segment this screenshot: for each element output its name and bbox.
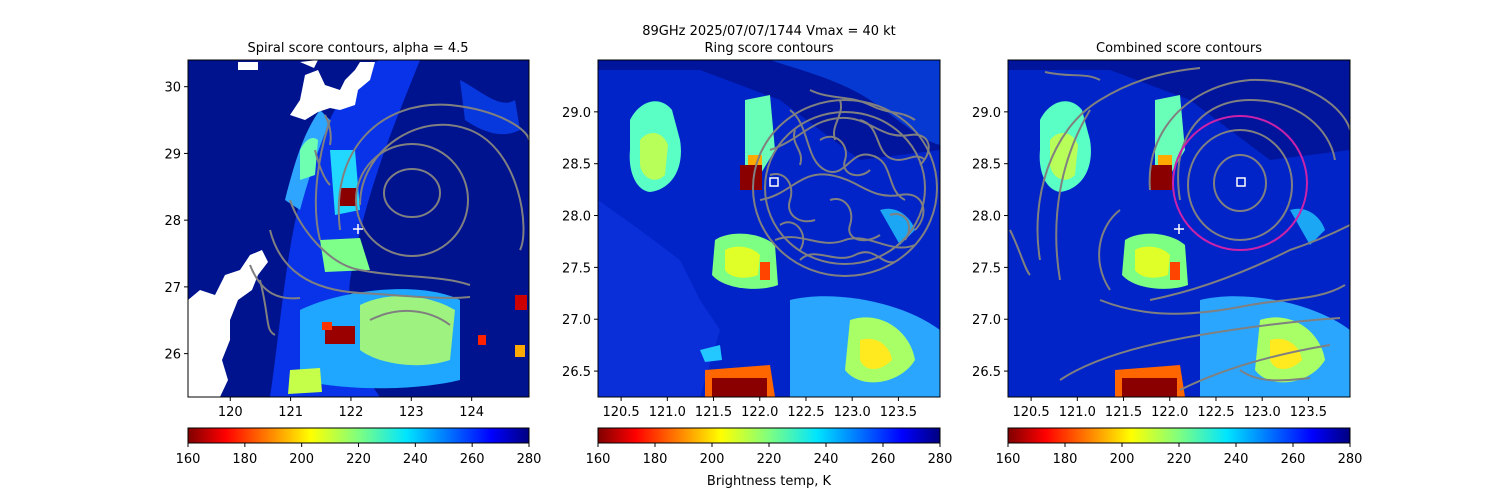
colorbar-tick-label: 240	[1224, 452, 1249, 467]
y-tick-label: 27.5	[562, 261, 591, 276]
y-tick-label: 29.0	[972, 106, 1001, 121]
colorbar-tick-label: 180	[643, 452, 668, 467]
heatmap-ring	[598, 60, 940, 397]
y-tick-label: 26.5	[972, 365, 1001, 380]
y-tick-label: 26.5	[562, 365, 591, 380]
panel-title-combined: Combined score contours	[1096, 41, 1262, 56]
y-tick-label: 27.5	[972, 261, 1001, 276]
heatmap-combined	[1008, 60, 1350, 397]
axes-ring: 120.5 121.0 121.5 122.0 122.5 123.0 123.5 26.5 2…	[562, 106, 917, 420]
colorbar-tick-label: 260	[871, 452, 896, 467]
colorbar-tick-label: 180	[232, 452, 257, 467]
y-tick-label: 28.5	[562, 158, 591, 173]
y-tick-label: 27.0	[562, 313, 591, 328]
colorbar-tick-label: 280	[928, 452, 953, 467]
x-tick-label: 121	[278, 405, 303, 420]
colorbars: 160 180 200 220 240 260 280 160 180 200 220 240 260 2…	[176, 427, 1363, 467]
y-tick-label: 26	[164, 348, 181, 363]
panel-spiral: Spiral score contours, alpha = 4.5	[164, 41, 530, 420]
y-tick-label: 27.0	[972, 313, 1001, 328]
figure-suptitle: 89GHz 2025/07/07/1744 Vmax = 40 kt	[642, 24, 896, 39]
y-tick-label: 27	[164, 281, 181, 296]
colorbar-tick-label: 180	[1053, 452, 1078, 467]
colorbar-tick-label: 280	[1338, 452, 1363, 467]
x-tick-label: 121.0	[649, 405, 686, 420]
panel-combined: Combined score contours	[972, 41, 1351, 420]
colorbar-tick-label: 220	[757, 452, 782, 467]
panel-title-ring: Ring score contours	[704, 41, 833, 56]
x-tick-label: 122.5	[1197, 405, 1234, 420]
colorbar-tick-label: 240	[814, 452, 839, 467]
x-tick-label: 123.0	[834, 405, 871, 420]
colorbar-tick-label: 160	[176, 452, 201, 467]
ring-circle	[1172, 115, 1308, 251]
colorbar-label: Brightness temp, K	[707, 474, 832, 489]
x-tick-label: 120.5	[602, 405, 639, 420]
y-tick-label: 29.0	[562, 106, 591, 121]
y-tick-label: 30	[164, 81, 181, 96]
axes-combined: 120.5 121.0 121.5 122.0 122.5 123.0 123.5 26.5 2…	[972, 106, 1327, 420]
x-tick-label: 120.5	[1012, 405, 1049, 420]
x-tick-label: 122.0	[1151, 405, 1188, 420]
x-tick-label: 120	[218, 405, 243, 420]
colorbar-tick-label: 240	[403, 452, 428, 467]
x-tick-label: 123.5	[1290, 405, 1327, 420]
axes-frame-combined	[1007, 59, 1351, 398]
x-tick-label: 123.5	[880, 405, 917, 420]
colorbar-tick-label: 220	[1167, 452, 1192, 467]
x-tick-label: 121.0	[1059, 405, 1096, 420]
combined-center-square-marker	[1236, 177, 1246, 187]
colorbar-tick-label: 200	[1110, 452, 1135, 467]
colorbar-tick-label: 200	[289, 452, 314, 467]
x-tick-label: 121.5	[1105, 405, 1142, 420]
axes-spiral: 120 121 122 123 124 26 27 28 29 30	[164, 81, 484, 420]
colorbar-tick-label: 260	[1281, 452, 1306, 467]
colorbar-tick-label: 280	[517, 452, 542, 467]
panel-title-spiral: Spiral score contours, alpha = 4.5	[247, 41, 468, 56]
ring-center-square-marker	[769, 177, 779, 187]
y-tick-label: 28	[164, 214, 181, 229]
axes-frame-ring	[597, 59, 941, 398]
axes-frame-spiral	[187, 59, 530, 398]
colorbar-tick-label: 160	[586, 452, 611, 467]
y-tick-label: 29	[164, 147, 181, 162]
colorbar	[597, 427, 941, 444]
storm-center-plus-marker	[353, 224, 363, 234]
x-tick-label: 123	[399, 405, 424, 420]
colorbar-tick-label: 160	[996, 452, 1021, 467]
heatmap-spiral	[188, 60, 529, 397]
colorbar	[187, 427, 530, 444]
colorbar-tick-label: 200	[700, 452, 725, 467]
colorbar	[1007, 427, 1351, 444]
x-tick-label: 122	[339, 405, 364, 420]
y-tick-label: 28.0	[562, 210, 591, 225]
colorbar-tick-label: 260	[460, 452, 485, 467]
x-tick-label: 121.5	[695, 405, 732, 420]
x-tick-label: 122.0	[741, 405, 778, 420]
y-tick-label: 28.5	[972, 158, 1001, 173]
colorbar-tick-label: 220	[346, 452, 371, 467]
x-tick-label: 122.5	[787, 405, 824, 420]
combined-plus-marker	[1174, 224, 1184, 234]
x-tick-label: 124	[459, 405, 484, 420]
y-tick-label: 28.0	[972, 210, 1001, 225]
x-tick-label: 123.0	[1244, 405, 1281, 420]
panel-ring: Ring score contours	[562, 41, 941, 420]
